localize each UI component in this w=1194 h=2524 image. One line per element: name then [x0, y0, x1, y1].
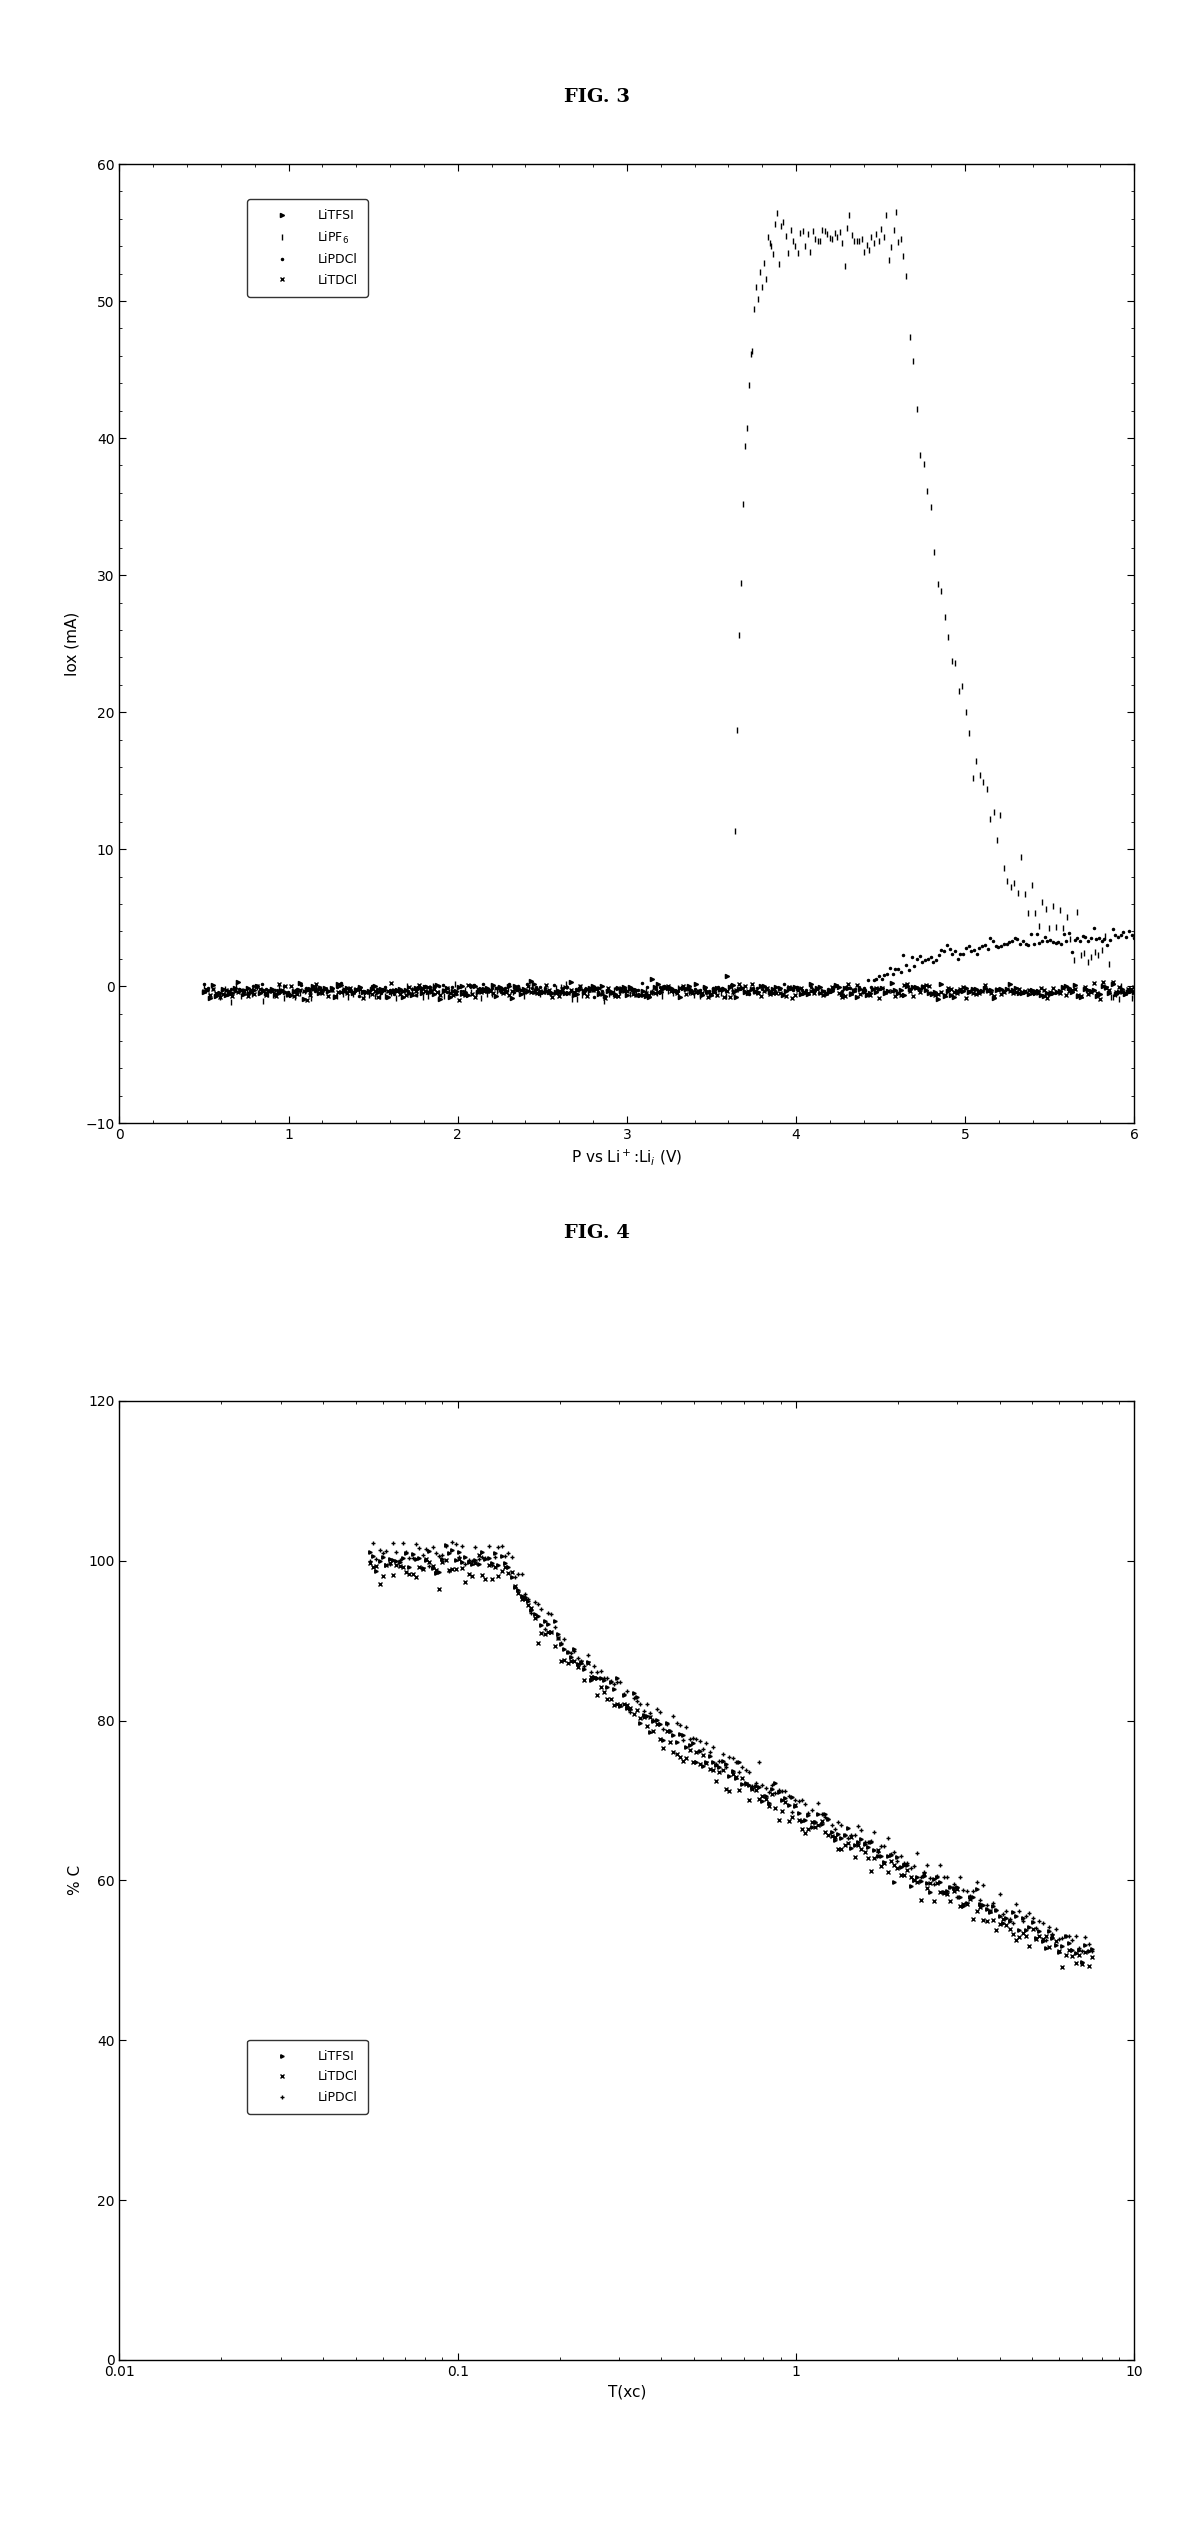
LiTFSI [433, 984, 448, 1015]
LiPDCl [586, 982, 601, 1012]
LiPF$_6$ [758, 262, 773, 293]
LiTDCl [769, 979, 783, 1010]
LiPDCl [1013, 1896, 1027, 1926]
X-axis label: P vs Li$^+$:Li$_i$ (V): P vs Li$^+$:Li$_i$ (V) [571, 1148, 683, 1166]
LiTDCl [999, 1911, 1014, 1941]
LiPDCl [363, 1545, 377, 1575]
LiTFSI [438, 1530, 453, 1560]
LiTFSI [987, 984, 1002, 1015]
Y-axis label: % C: % C [68, 1865, 82, 1896]
LiTFSI [1085, 1933, 1100, 1964]
LiTFSI [577, 1653, 591, 1684]
LiTDCl [1013, 1921, 1027, 1951]
LiPF$_6$ [768, 209, 782, 240]
LiTFSI [363, 1537, 377, 1567]
LiTFSI [1127, 977, 1141, 1007]
Line: LiPF$_6$: LiPF$_6$ [202, 209, 1137, 1005]
LiPF$_6$ [597, 987, 611, 1017]
LiPDCl [657, 969, 671, 1000]
Line: LiTFSI: LiTFSI [368, 1545, 1094, 1964]
Line: LiTDCl: LiTDCl [368, 1555, 1094, 1969]
LiPF$_6$ [223, 987, 238, 1017]
LiTFSI [199, 974, 214, 1005]
Line: LiTFSI: LiTFSI [202, 974, 1137, 1002]
Y-axis label: Iox (mA): Iox (mA) [64, 611, 80, 676]
LiTDCl [1055, 1951, 1070, 1981]
LiPF$_6$ [298, 974, 313, 1005]
LiTDCl [1127, 972, 1141, 1002]
LiTFSI [757, 972, 771, 1002]
LiPDCl [752, 1747, 767, 1777]
LiPF$_6$ [197, 972, 211, 1002]
LiTDCl [1044, 977, 1058, 1007]
LiTDCl [751, 977, 765, 1007]
LiTDCl [197, 977, 211, 1007]
LiTFSI [773, 972, 787, 1002]
Text: FIG. 3: FIG. 3 [564, 88, 630, 106]
LiTDCl [472, 1540, 486, 1570]
LiPDCl [975, 1870, 990, 1901]
LiTDCl [752, 1784, 767, 1815]
LiPDCl [577, 1651, 591, 1681]
LiPDCl [1087, 914, 1101, 944]
Line: LiTDCl: LiTDCl [202, 979, 1137, 1002]
LiTDCl [564, 1646, 578, 1676]
LiPDCl [1127, 924, 1141, 954]
LiTDCl [453, 984, 467, 1015]
LiTFSI [753, 972, 768, 1002]
LiTDCl [975, 1906, 990, 1936]
LiPF$_6$ [378, 982, 393, 1012]
LiPF$_6$ [888, 197, 903, 227]
LiTDCl [1096, 967, 1110, 997]
LiTDCl [577, 1666, 591, 1696]
LiPDCl [1085, 1936, 1100, 1966]
LiTFSI [975, 1890, 990, 1921]
LiPDCl [564, 1638, 578, 1668]
LiTFSI [1046, 977, 1060, 1007]
LiTDCl [1085, 1941, 1100, 1971]
Legend: LiTFSI, LiTDCl, LiPDCl: LiTFSI, LiTDCl, LiPDCl [247, 2039, 368, 2115]
LiPDCl [999, 1896, 1014, 1926]
Legend: LiTFSI, LiPF$_6$, LiPDCl, LiTDCl: LiTFSI, LiPF$_6$, LiPDCl, LiTDCl [247, 199, 368, 298]
LiTDCl [984, 977, 998, 1007]
LiTFSI [197, 977, 211, 1007]
LiPDCl [644, 977, 658, 1007]
LiPDCl [1106, 914, 1120, 944]
LiPDCl [839, 972, 854, 1002]
LiPDCl [378, 972, 393, 1002]
X-axis label: T(xc): T(xc) [608, 2385, 646, 2400]
LiPDCl [197, 969, 211, 1000]
LiTFSI [752, 1772, 767, 1802]
LiTFSI [999, 1903, 1014, 1933]
LiPF$_6$ [1127, 979, 1141, 1010]
LiTFSI [564, 1641, 578, 1671]
LiTDCl [199, 974, 214, 1005]
LiTFSI [720, 962, 734, 992]
LiTFSI [1075, 1946, 1089, 1976]
Line: LiPDCl: LiPDCl [202, 926, 1137, 1000]
LiTFSI [1013, 1916, 1027, 1946]
LiPF$_6$ [656, 982, 670, 1012]
Text: FIG. 4: FIG. 4 [564, 1224, 630, 1242]
LiPDCl [445, 1527, 460, 1557]
LiTDCl [363, 1547, 377, 1578]
LiPDCl [921, 944, 935, 974]
LiTDCl [753, 982, 768, 1012]
Line: LiPDCl: LiPDCl [368, 1540, 1094, 1954]
